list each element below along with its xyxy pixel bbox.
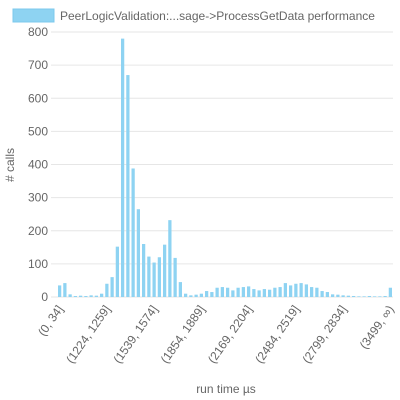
bar[interactable] [289,285,293,297]
bar[interactable] [226,287,230,297]
bar[interactable] [320,291,324,297]
bar[interactable] [121,38,125,298]
y-tick-label: 300 [28,191,48,205]
bar[interactable] [199,293,203,297]
bar[interactable] [336,294,340,297]
bar[interactable] [194,294,198,297]
bar[interactable] [383,296,387,297]
y-tick-label: 400 [28,158,48,172]
bar[interactable] [315,287,319,297]
bar[interactable] [310,287,314,297]
x-tick-label: (1224, 1259] [63,303,113,366]
bar[interactable] [110,277,114,298]
bar[interactable] [257,290,261,298]
bar[interactable] [173,257,177,297]
bar[interactable] [325,292,329,297]
bar[interactable] [68,294,72,297]
x-tick-label: (0, 34] [35,303,66,339]
bar[interactable] [205,291,209,297]
bar[interactable] [136,209,140,297]
grid-lines [51,31,393,298]
bar[interactable] [331,294,335,297]
bar[interactable] [357,296,361,297]
bar[interactable] [247,286,251,297]
bar[interactable] [231,290,235,298]
bar[interactable] [94,295,98,297]
bar[interactable] [378,296,382,297]
bar[interactable] [189,295,193,297]
bar[interactable] [115,246,119,297]
x-tick-label: (2484, 2519] [252,303,302,366]
y-tick-label: 500 [28,124,48,138]
bar[interactable] [178,282,182,297]
bar[interactable] [362,296,366,297]
bar[interactable] [352,296,356,297]
bar[interactable] [79,295,83,297]
x-tick-label: (1539, 1574] [110,303,160,366]
bar[interactable] [299,283,303,297]
x-axis-ticks: (0, 34](1224, 1259](1539, 1574](1854, 18… [35,303,397,366]
bar[interactable] [89,295,93,297]
bar[interactable] [341,295,345,297]
bar[interactable] [304,284,308,297]
bar[interactable] [131,168,135,297]
bar[interactable] [105,283,109,297]
bar[interactable] [273,287,277,297]
bar[interactable] [278,287,282,297]
bar[interactable] [252,289,256,297]
bar[interactable] [236,287,240,297]
bar[interactable] [147,256,151,297]
bar[interactable] [142,244,146,297]
bar[interactable] [100,293,104,297]
x-tick-label: (2169, 2204] [205,303,255,366]
x-tick-label: (2799, 2834] [299,303,349,366]
legend-label[interactable]: PeerLogicValidation:...sage->ProcessGetD… [60,9,375,23]
y-tick-label: 700 [28,58,48,72]
bar[interactable] [73,296,77,297]
bar[interactable] [215,287,219,297]
bar[interactable] [346,295,350,297]
bar[interactable] [367,296,371,297]
bar[interactable] [168,220,172,297]
x-tick-label: (1854, 1889] [158,303,208,366]
bar[interactable] [152,262,156,297]
y-tick-label: 800 [28,25,48,39]
y-tick-label: 600 [28,91,48,105]
bar[interactable] [294,283,298,297]
y-axis-title: # calls [3,148,17,182]
bar[interactable] [210,292,214,297]
bar[interactable] [268,289,272,297]
bar[interactable] [63,283,67,297]
x-tick-label: (3499, ∞) [357,303,397,352]
bar[interactable] [388,287,392,297]
bar[interactable] [84,296,88,297]
y-tick-label: 200 [28,224,48,238]
bar[interactable] [283,283,287,297]
bar[interactable] [58,285,62,297]
bar[interactable] [184,293,188,297]
bars [58,38,392,298]
y-tick-label: 100 [28,257,48,271]
y-axis-ticks: 0 100 200 300 400 500 600 700 800 [28,25,48,304]
bar[interactable] [241,287,245,297]
legend-swatch[interactable] [12,8,55,23]
bar[interactable] [126,75,130,297]
x-axis-title: run time µs [196,382,256,396]
bar[interactable] [220,287,224,297]
y-tick-label: 0 [41,290,48,304]
bar[interactable] [373,296,377,297]
bar[interactable] [163,244,167,297]
legend[interactable]: PeerLogicValidation:...sage->ProcessGetD… [12,8,375,23]
bar[interactable] [157,257,161,297]
bar[interactable] [262,289,266,297]
